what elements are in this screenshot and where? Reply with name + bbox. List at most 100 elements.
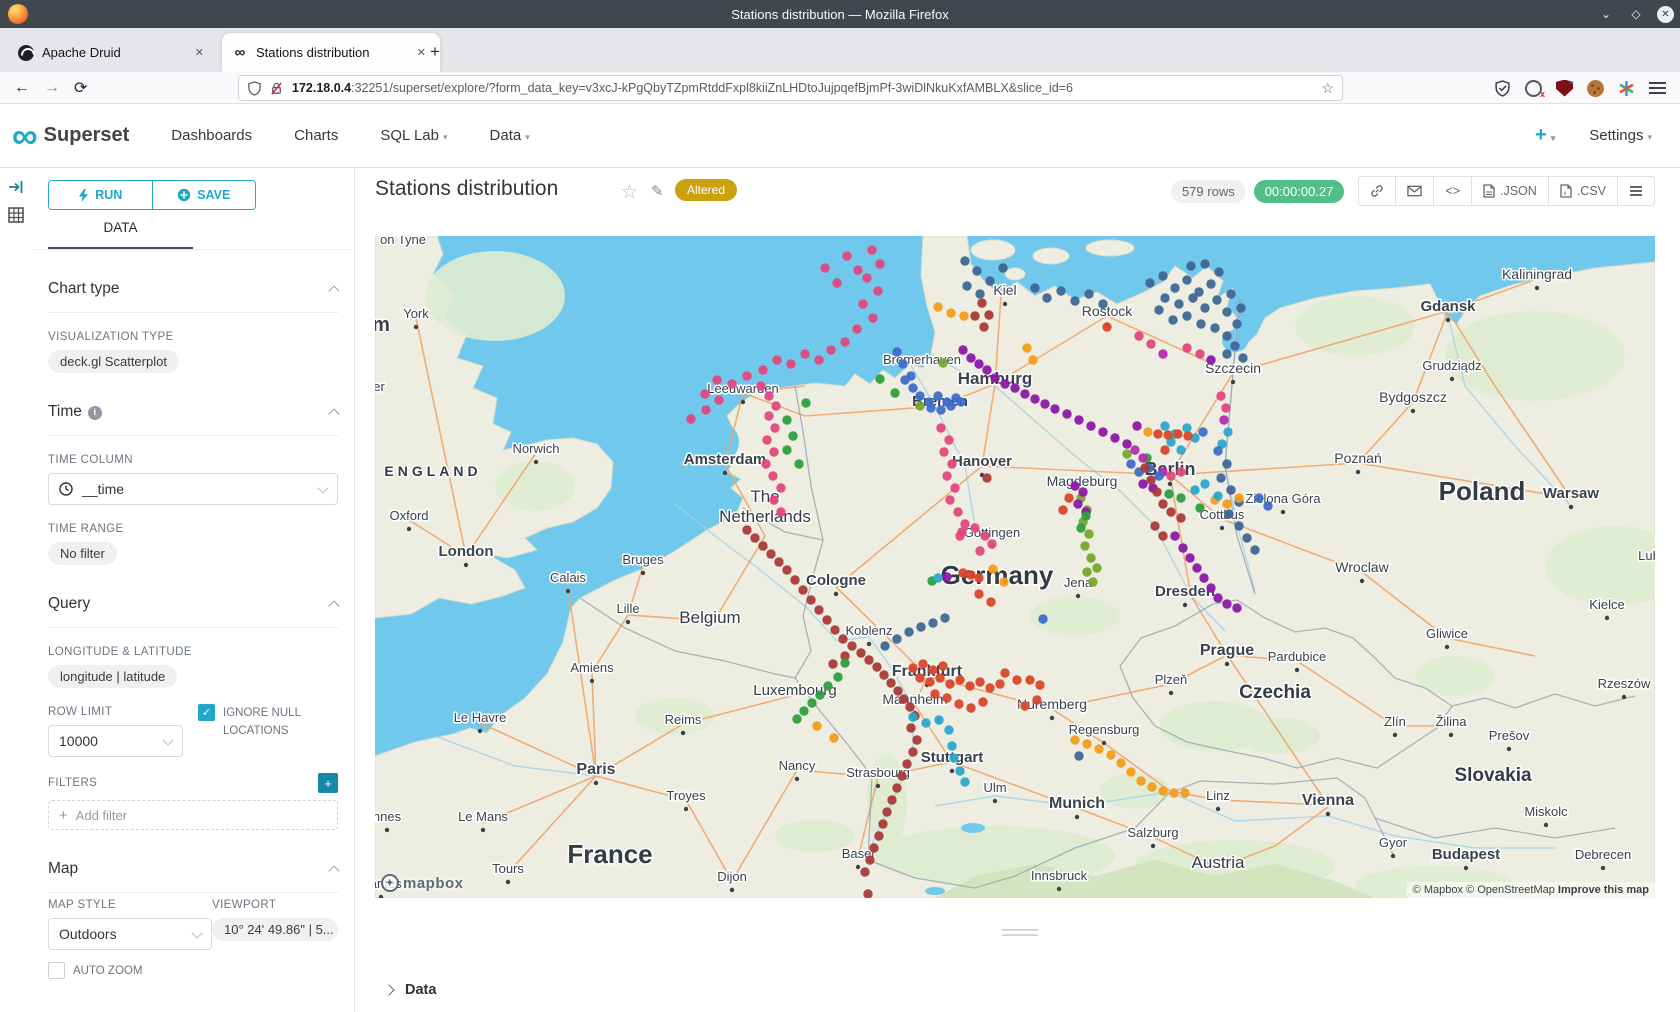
map-point[interactable] [1088,577,1098,587]
map-point[interactable] [829,733,839,743]
map-point[interactable] [1084,289,1094,299]
favorite-star-icon[interactable]: ☆ [621,182,639,203]
map-point[interactable] [942,471,952,481]
map-point[interactable] [1234,493,1244,503]
map-point[interactable] [1226,485,1236,495]
map-point[interactable] [1166,507,1176,517]
map-point[interactable] [1158,271,1168,281]
map-point[interactable] [1074,415,1084,425]
map-point[interactable] [1222,499,1232,509]
map-point[interactable] [1134,331,1144,341]
map-point[interactable] [700,389,710,399]
map-point[interactable] [915,673,925,683]
map-point[interactable] [826,345,836,355]
map-point[interactable] [1250,545,1260,555]
map-point[interactable] [956,397,966,407]
nav-charts[interactable]: Charts [294,127,339,144]
map-point[interactable] [1198,427,1208,437]
map-point[interactable] [959,311,969,321]
map-point[interactable] [958,568,968,578]
map-point[interactable] [1222,349,1232,359]
map-point[interactable] [714,395,724,405]
map-point[interactable] [1122,439,1132,449]
section-chart-type[interactable]: Chart type [48,280,340,313]
data-results-collapse[interactable]: Data [355,968,1680,1012]
map-point[interactable] [806,595,816,605]
map-point[interactable] [975,289,985,299]
map-point[interactable] [1188,293,1198,303]
map-point[interactable] [799,706,809,716]
map-point[interactable] [1216,473,1226,483]
map-point[interactable] [960,519,970,529]
map-point[interactable] [847,641,857,651]
map-point[interactable] [1126,767,1136,777]
add-filter-box[interactable]: + Add filter [48,800,338,830]
map-point[interactable] [1192,563,1202,573]
window-minimize-icon[interactable]: ⌄ [1600,7,1612,21]
map-point[interactable] [1094,744,1104,754]
map-point[interactable] [1206,279,1216,289]
map-point[interactable] [886,678,896,688]
map-point[interactable] [986,597,996,607]
map-point[interactable] [928,665,938,675]
map-point[interactable] [1153,429,1163,439]
map-point[interactable] [984,310,994,320]
map-point[interactable] [1138,453,1148,463]
map-point[interactable] [1214,267,1224,277]
map-point[interactable] [1221,403,1231,413]
map-attribution[interactable]: © Mapbox © OpenStreetMap Improve this ma… [1406,882,1655,898]
map-point[interactable] [1158,531,1168,541]
tab-stations-distribution[interactable]: ∞ Stations distribution ✕ [222,33,440,72]
map-point[interactable] [1166,471,1176,481]
map-point[interactable] [915,401,925,411]
map-point[interactable] [1030,283,1040,293]
insecure-lock-icon[interactable] [269,81,284,96]
map-point[interactable] [908,383,918,393]
map-point[interactable] [938,358,948,368]
datasource-grid-icon[interactable] [7,206,25,224]
map-point[interactable] [944,725,954,735]
map-point[interactable] [893,686,903,696]
map-point[interactable] [1180,788,1190,798]
map-point[interactable] [933,302,943,312]
map-point[interactable] [1146,475,1156,485]
map-point[interactable] [1200,259,1210,269]
map-point[interactable] [1182,343,1192,353]
map-point[interactable] [945,679,955,689]
map-point[interactable] [1194,287,1204,297]
map-point[interactable] [939,447,949,457]
map-point[interactable] [830,625,840,635]
map-point[interactable] [814,355,824,365]
map-point[interactable] [936,423,946,433]
save-button[interactable]: SAVE [152,181,255,209]
map-point[interactable] [1263,501,1273,511]
map-point[interactable] [1176,445,1186,455]
map-point[interactable] [940,613,950,623]
map-point[interactable] [906,723,916,733]
map-point[interactable] [798,585,808,595]
map-point[interactable] [852,324,862,334]
map-point[interactable] [1070,296,1080,306]
shield-permissions-icon[interactable] [247,80,262,96]
add-new-button[interactable]: + ▾ [1535,124,1556,146]
map-point[interactable] [1028,355,1038,365]
map-point[interactable] [958,345,968,355]
map-point[interactable] [945,495,955,505]
map-point[interactable] [770,423,780,433]
map-point[interactable] [1122,449,1132,459]
map-point[interactable] [982,365,992,375]
map-point[interactable] [908,712,918,722]
map-point[interactable] [960,256,970,266]
map-point[interactable] [936,405,946,415]
map-point[interactable] [1074,751,1084,761]
lonlat-value[interactable]: longitude | latitude [48,665,178,688]
map-point[interactable] [761,459,771,469]
map-point[interactable] [1195,503,1205,513]
map-point[interactable] [1176,513,1186,523]
map-point[interactable] [974,359,984,369]
map-point[interactable] [873,286,883,296]
map-point[interactable] [980,531,990,541]
map-point[interactable] [1212,295,1222,305]
map-point[interactable] [1098,299,1108,309]
map-point[interactable] [1081,511,1091,521]
